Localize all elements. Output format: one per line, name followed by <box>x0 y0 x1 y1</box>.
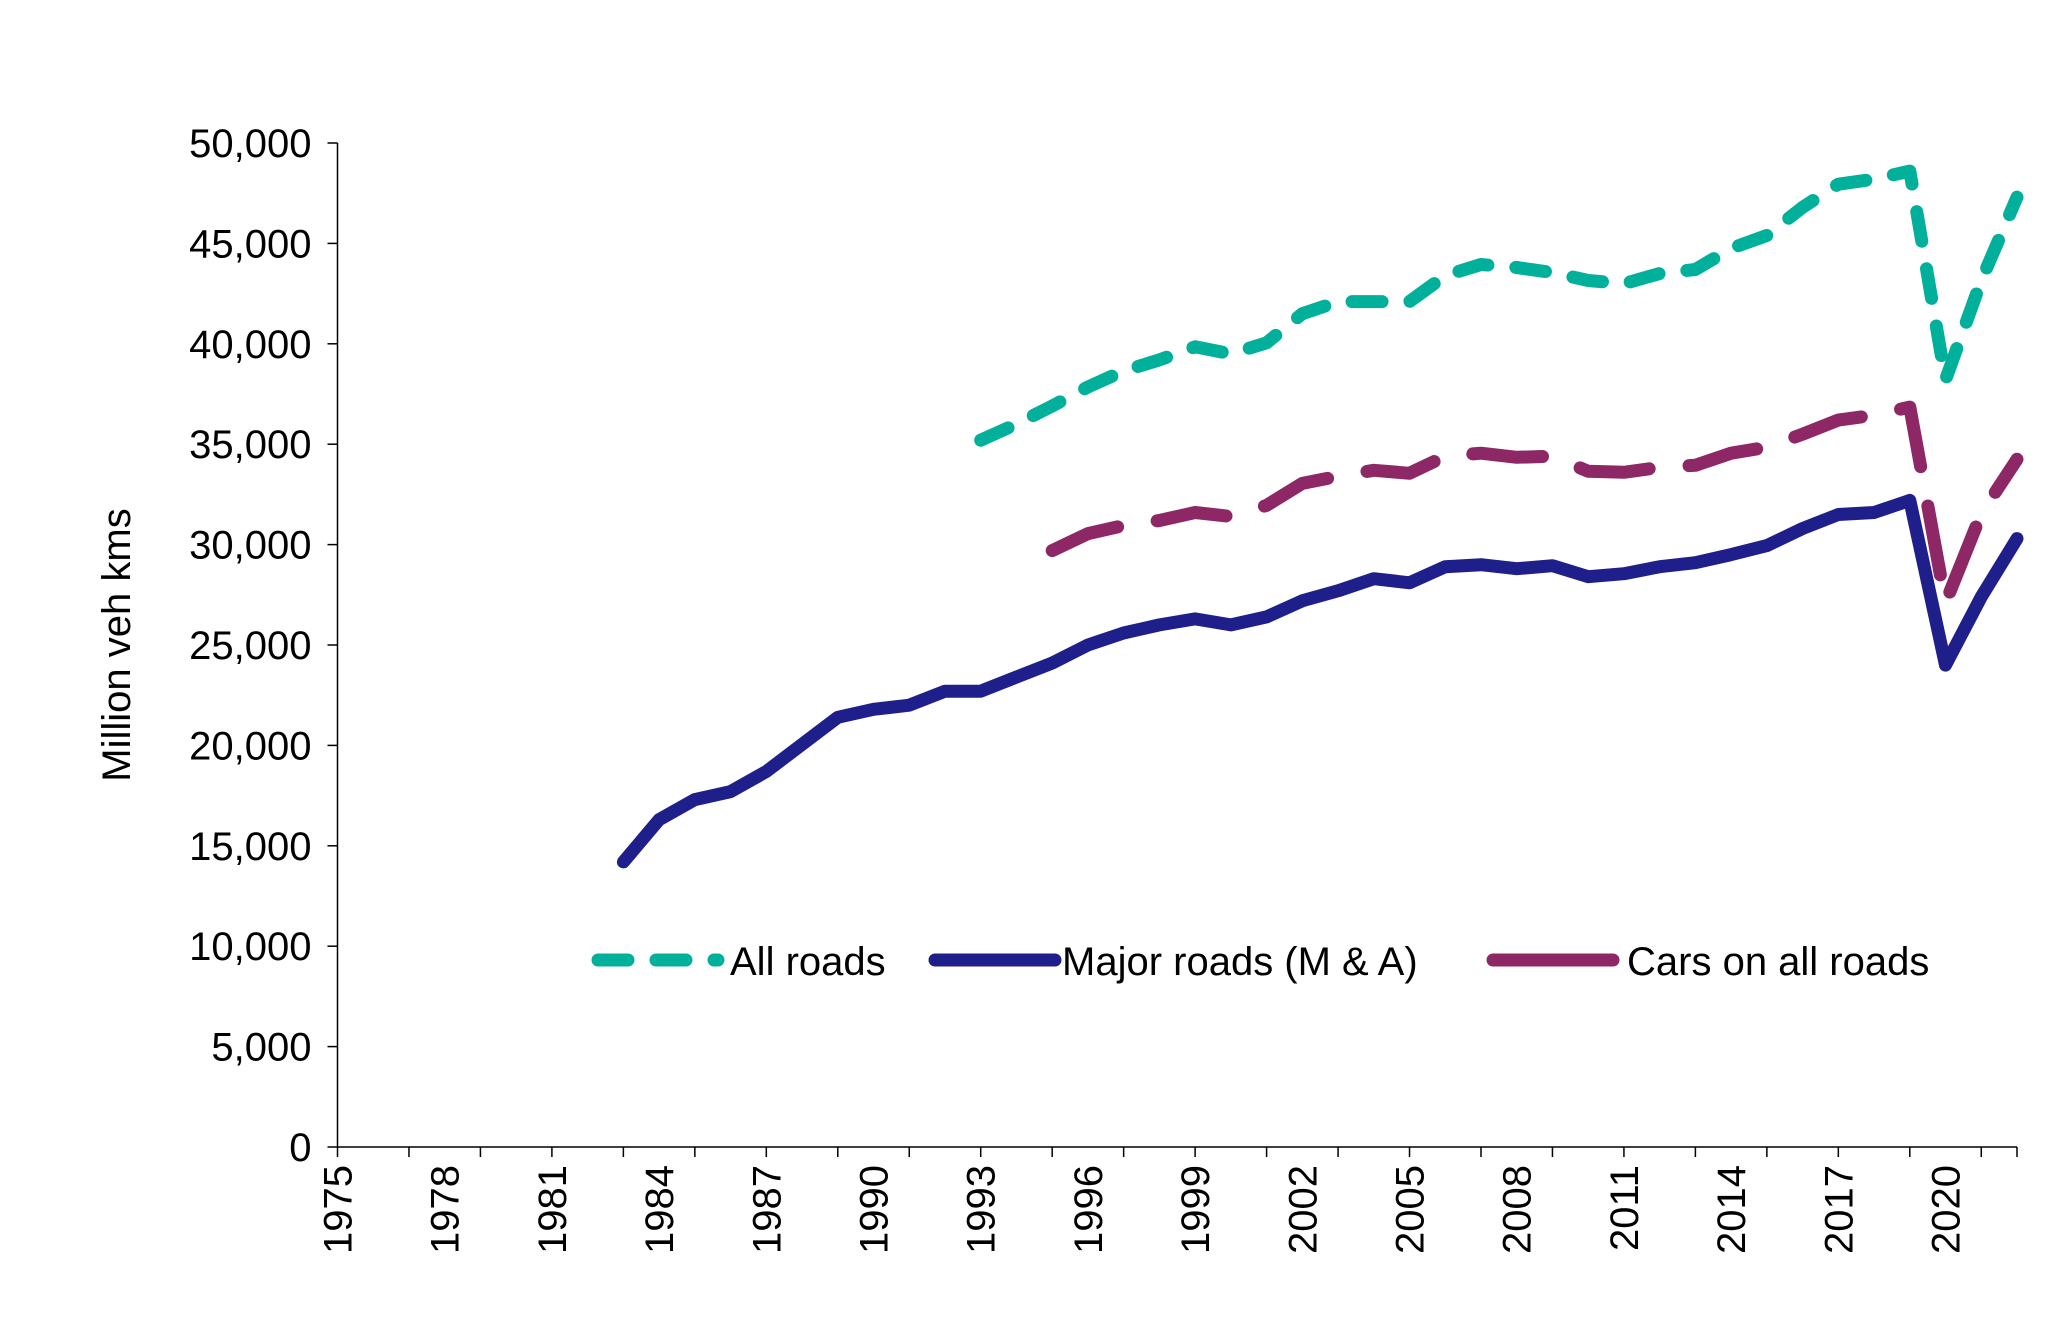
x-tick-label: 1996 <box>1067 1165 1111 1254</box>
legend: All roads Major roads (M & A) Cars on all … <box>591 940 1929 984</box>
y-tick-label: 35,000 <box>189 423 311 467</box>
series-line-1 <box>616 493 2024 869</box>
y-tick-label: 50,000 <box>189 122 311 166</box>
x-tick-label: 1981 <box>531 1165 575 1254</box>
y-axis-label: Million veh kms <box>95 508 139 781</box>
series-line-2 <box>1045 400 2024 610</box>
x-tick-label: 1990 <box>853 1165 897 1254</box>
x-tick-label: 1978 <box>424 1165 468 1254</box>
x-tick-label: 2011 <box>1603 1165 1647 1251</box>
series-group <box>616 164 2024 869</box>
x-tick-label: 1993 <box>960 1165 1004 1254</box>
y-tick-label: 10,000 <box>189 925 311 969</box>
x-tick-label: 1975 <box>317 1165 361 1254</box>
x-tick-label: 2014 <box>1710 1165 1754 1254</box>
x-tick-label: 2020 <box>1925 1165 1969 1254</box>
legend-label-1: Major roads (M & A) <box>1062 940 1418 984</box>
x-tick-label: 2005 <box>1389 1165 1433 1254</box>
x-tick-label: 2008 <box>1496 1165 1540 1254</box>
axes: 0 5,000 10,000 15,000 20,000 25,000 30,000 35,0… <box>189 122 2018 1254</box>
y-tick-label: 25,000 <box>189 624 311 668</box>
x-tick-label: 1984 <box>638 1165 682 1254</box>
legend-label-2: Cars on all roads <box>1627 940 1929 984</box>
y-tick-label: 20,000 <box>189 724 311 768</box>
x-tick-label: 2017 <box>1817 1165 1861 1254</box>
y-tick-label: 40,000 <box>189 323 311 367</box>
y-tick-label: 0 <box>289 1126 311 1170</box>
legend-label-0: All roads <box>730 940 886 984</box>
x-tick-label: 2002 <box>1281 1165 1325 1254</box>
y-tick-label: 5,000 <box>211 1026 311 1070</box>
x-tick-label: 1999 <box>1174 1165 1218 1254</box>
y-tick-label: 15,000 <box>189 825 311 869</box>
y-tick-label: 30,000 <box>189 524 311 568</box>
x-tick-label: 1987 <box>745 1165 789 1254</box>
y-tick-label: 45,000 <box>189 222 311 266</box>
series-line-0 <box>974 164 2024 447</box>
